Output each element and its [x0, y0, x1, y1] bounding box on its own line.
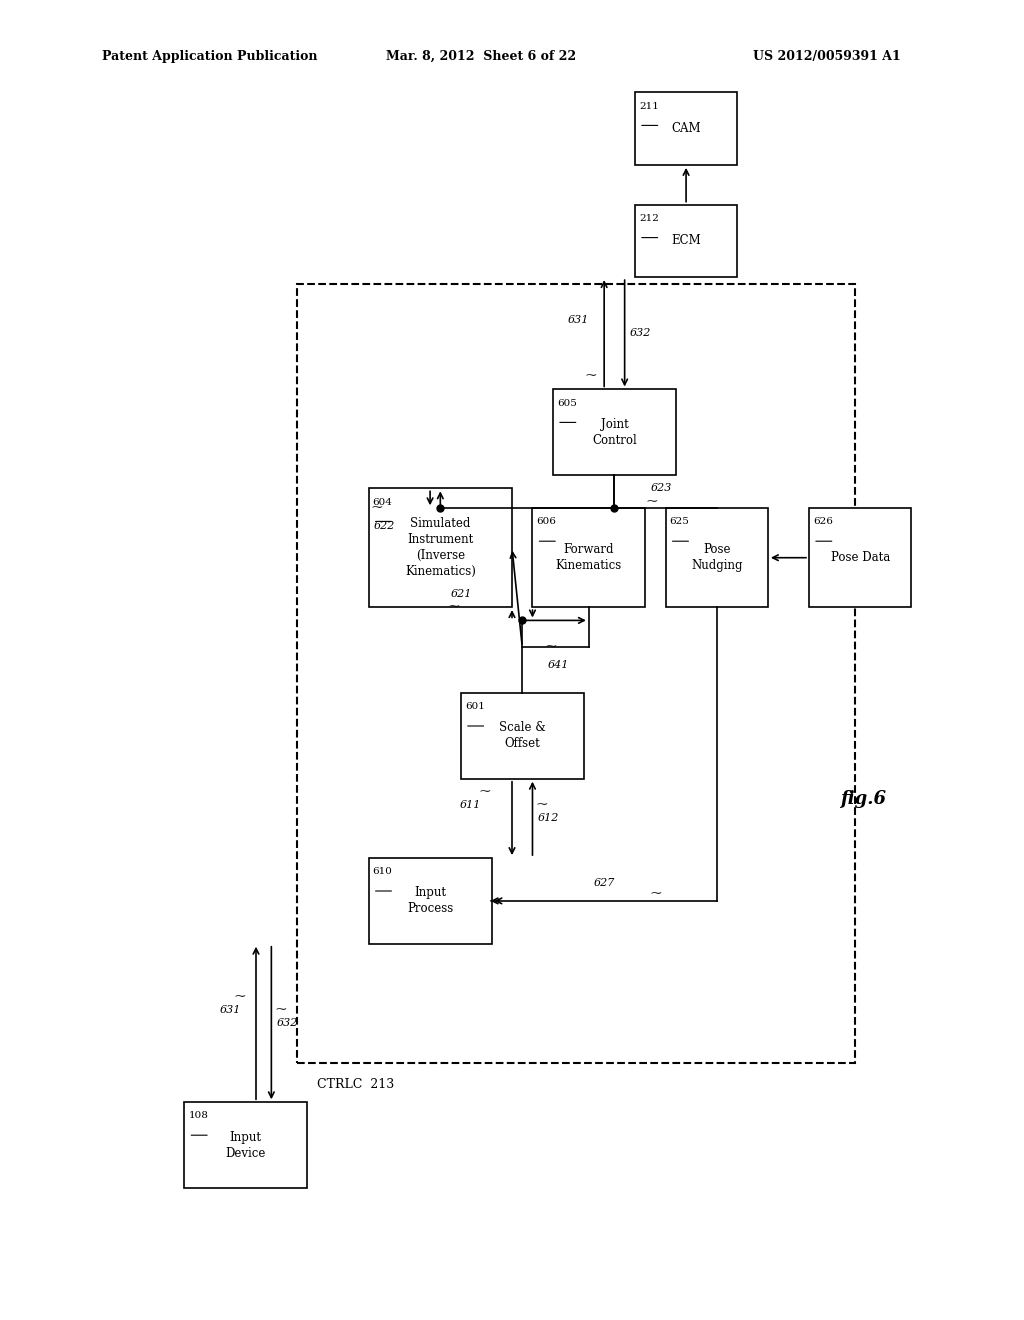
Text: Input
Process: Input Process: [407, 887, 454, 915]
Text: Pose Data: Pose Data: [830, 552, 890, 564]
Text: Input
Device: Input Device: [225, 1131, 266, 1159]
Text: Forward
Kinematics: Forward Kinematics: [556, 544, 622, 572]
Text: ~: ~: [447, 601, 460, 614]
FancyBboxPatch shape: [369, 858, 492, 944]
Text: ~: ~: [645, 495, 657, 508]
Text: 610: 610: [373, 867, 392, 876]
Text: 632: 632: [630, 329, 651, 338]
Text: 632: 632: [276, 1018, 298, 1028]
Text: 626: 626: [813, 517, 833, 527]
Text: 621: 621: [451, 589, 472, 599]
Text: Patent Application Publication: Patent Application Publication: [102, 50, 317, 63]
Text: 641: 641: [548, 660, 569, 671]
Text: 631: 631: [219, 1005, 241, 1015]
Text: Pose
Nudging: Pose Nudging: [691, 544, 742, 572]
Text: Simulated
Instrument
(Inverse
Kinematics): Simulated Instrument (Inverse Kinematics…: [404, 517, 476, 578]
Text: 631: 631: [567, 315, 589, 325]
Text: CAM: CAM: [672, 123, 700, 135]
FancyBboxPatch shape: [184, 1102, 307, 1188]
Text: ~: ~: [479, 785, 492, 799]
Text: 108: 108: [188, 1111, 208, 1121]
Text: Joint
Control: Joint Control: [592, 418, 637, 446]
FancyBboxPatch shape: [635, 92, 737, 165]
Text: ~: ~: [649, 887, 662, 902]
Text: ~: ~: [545, 640, 557, 653]
Text: ~: ~: [371, 502, 383, 515]
Text: 611: 611: [460, 800, 481, 810]
FancyBboxPatch shape: [635, 205, 737, 277]
FancyBboxPatch shape: [369, 488, 512, 607]
Text: 612: 612: [538, 813, 559, 824]
Text: 627: 627: [594, 878, 614, 887]
Text: US 2012/0059391 A1: US 2012/0059391 A1: [754, 50, 901, 63]
Text: 601: 601: [465, 702, 484, 711]
Text: 604: 604: [373, 498, 392, 507]
Text: ECM: ECM: [671, 235, 701, 247]
Text: Scale &
Offset: Scale & Offset: [499, 722, 546, 750]
Text: ~: ~: [274, 1003, 287, 1016]
Text: 622: 622: [374, 521, 395, 532]
FancyBboxPatch shape: [666, 508, 768, 607]
Text: Mar. 8, 2012  Sheet 6 of 22: Mar. 8, 2012 Sheet 6 of 22: [386, 50, 577, 63]
FancyBboxPatch shape: [461, 693, 584, 779]
Text: 212: 212: [639, 214, 658, 223]
Text: ~: ~: [233, 990, 246, 1003]
Text: 623: 623: [650, 483, 672, 494]
Text: ~: ~: [536, 799, 548, 812]
Text: fig.6: fig.6: [840, 789, 886, 808]
FancyBboxPatch shape: [809, 508, 911, 607]
Text: ~: ~: [585, 370, 597, 383]
FancyBboxPatch shape: [553, 389, 676, 475]
Text: CTRLC  213: CTRLC 213: [317, 1078, 394, 1092]
Text: 606: 606: [537, 517, 556, 527]
Text: 625: 625: [670, 517, 689, 527]
FancyBboxPatch shape: [532, 508, 645, 607]
Text: 605: 605: [557, 399, 577, 408]
Text: 211: 211: [639, 102, 658, 111]
